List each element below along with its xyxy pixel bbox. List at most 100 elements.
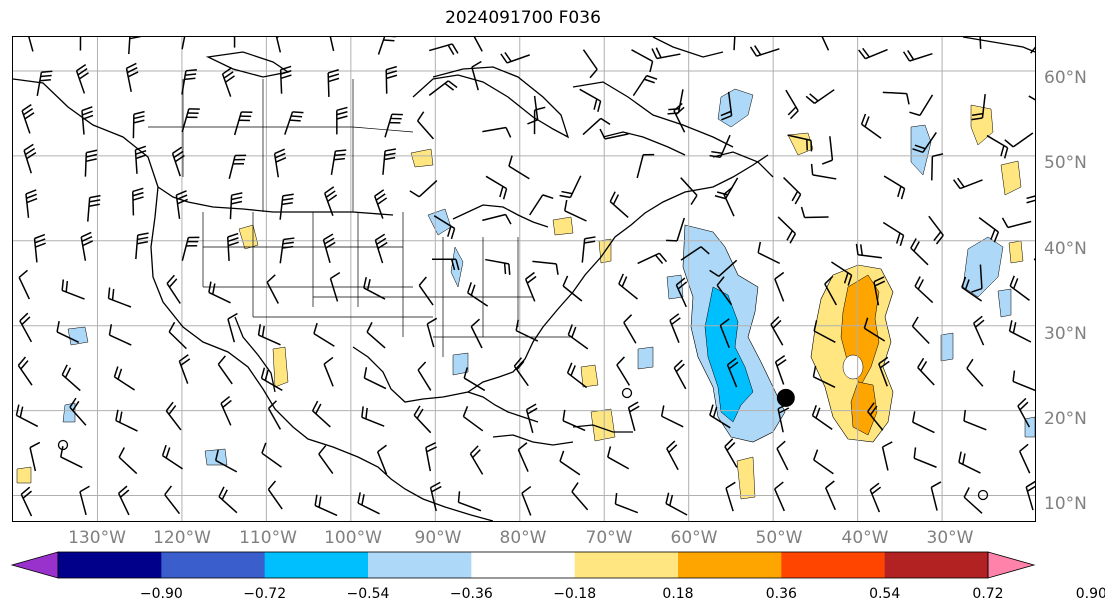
- wind-barb: [810, 163, 837, 180]
- wind-barb: [825, 480, 836, 511]
- lon-label-110w: 110°W: [239, 528, 297, 548]
- wind-barb: [221, 67, 235, 97]
- wind-barb: [118, 447, 138, 475]
- wind-barb: [1017, 397, 1031, 428]
- wind-barb: [805, 89, 835, 104]
- wind-barb: [1008, 320, 1032, 343]
- wind-barb: [266, 274, 279, 304]
- colorbar-segment: [781, 552, 886, 578]
- wind-barb: [384, 113, 403, 138]
- wind-barb: [171, 146, 185, 177]
- wind-barb: [824, 275, 838, 306]
- wind-barb: [525, 403, 538, 434]
- wind-barb: [800, 206, 829, 219]
- wind-barb: [867, 402, 884, 431]
- wind-barb: [376, 444, 388, 475]
- wind-barb: [181, 236, 200, 261]
- wind-barb: [821, 37, 830, 51]
- lon-label-100w: 100°W: [324, 528, 382, 548]
- colorbar-segment: [678, 552, 782, 578]
- wind-barb: [566, 362, 588, 389]
- wind-barb: [267, 480, 283, 510]
- wind-barb: [36, 70, 53, 97]
- wind-barb: [963, 409, 987, 431]
- wind-barb: [1030, 46, 1035, 54]
- colorbar-tick: −0.72: [243, 586, 287, 602]
- wind-barb: [1009, 275, 1030, 301]
- wind-barb: [873, 276, 886, 306]
- wind-barb: [783, 177, 802, 205]
- wind-barb: [275, 37, 282, 53]
- wind-barb: [84, 149, 98, 177]
- wind-barb: [632, 74, 658, 97]
- wind-barb: [582, 117, 611, 136]
- wind-barb: [811, 404, 833, 430]
- wind-barb: [821, 136, 834, 165]
- wind-barb: [723, 186, 735, 217]
- wind-barb: [882, 221, 905, 247]
- station-circles: [57, 387, 989, 501]
- lon-label-30w: 30°W: [926, 528, 974, 548]
- wind-barb: [128, 37, 141, 55]
- wind-barb: [559, 175, 582, 199]
- wind-barb: [881, 441, 893, 471]
- wind-barb: [749, 45, 780, 57]
- wind-barb: [233, 111, 253, 136]
- colorbar-segment: [884, 552, 989, 578]
- wind-barb: [883, 175, 906, 200]
- wind-barb: [28, 37, 34, 52]
- wind-barb: [953, 177, 983, 190]
- wind-barb: [132, 110, 145, 139]
- wind-barb: [61, 364, 81, 392]
- wind-barb: [485, 175, 508, 200]
- wind-barb: [770, 316, 784, 346]
- wind-barb: [428, 80, 458, 96]
- wind-barb: [462, 406, 484, 432]
- wind-barb: [567, 324, 589, 350]
- wind-barb: [409, 180, 438, 198]
- wind-barb: [1004, 132, 1034, 148]
- wind-barb: [902, 50, 933, 62]
- wind-barb: [75, 63, 89, 94]
- lat-lon-grid: [13, 37, 1035, 521]
- wind-barb: [627, 401, 640, 431]
- wind-barb: [81, 106, 94, 135]
- wind-barb: [1026, 195, 1035, 204]
- wind-barb: [709, 259, 738, 277]
- wind-barb: [930, 481, 942, 511]
- wind-barb: [324, 186, 338, 217]
- wind-barb: [425, 442, 437, 472]
- wind-barb: [218, 486, 238, 514]
- map-title: 2024091700 F036: [445, 8, 601, 28]
- wind-barb: [132, 187, 144, 216]
- wind-barb: [336, 106, 348, 135]
- wind-barb: [107, 287, 132, 308]
- wind-barb: [1018, 443, 1031, 474]
- wind-barb: [178, 354, 191, 384]
- wind-barb: [636, 153, 655, 179]
- wind-barb: [217, 355, 233, 385]
- wind-barb: [318, 445, 334, 474]
- wind-barb: [61, 279, 85, 300]
- lon-label-40w: 40°W: [841, 528, 889, 548]
- wind-barb: [910, 238, 929, 266]
- wind-barb: [108, 324, 132, 346]
- wind-barb: [485, 258, 511, 275]
- wind-barb: [329, 272, 341, 302]
- wind-barb: [29, 441, 41, 472]
- wind-barb: [229, 192, 243, 220]
- wind-barb: [125, 62, 139, 93]
- wind-barb: [931, 153, 944, 181]
- wind-barb: [971, 94, 986, 121]
- wind-barb: [831, 261, 853, 286]
- wind-barb: [214, 449, 238, 473]
- wind-barb: [60, 446, 83, 469]
- colorbar-tick: 0.72: [972, 586, 1004, 602]
- wind-barb: [709, 404, 731, 429]
- wind-barb: [79, 485, 90, 516]
- wind-barb: [917, 357, 935, 386]
- wind-barb: [323, 356, 334, 387]
- wind-barb: [680, 246, 710, 261]
- wind-barb: [719, 318, 730, 349]
- wind-barb: [958, 451, 981, 474]
